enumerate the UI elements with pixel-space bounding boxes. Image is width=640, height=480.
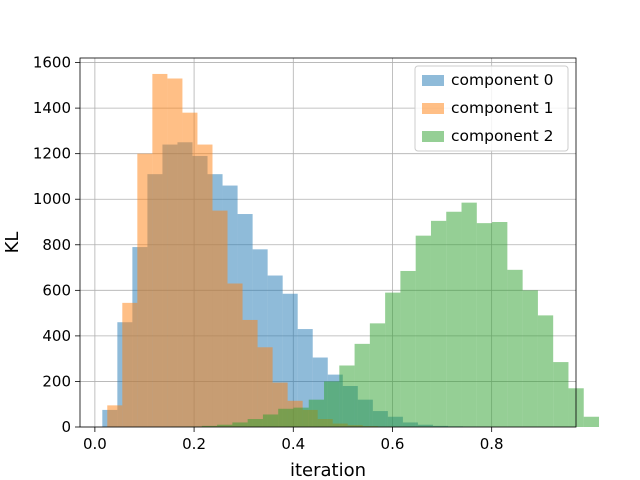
histogram-bar: [354, 343, 370, 427]
histogram-bar: [227, 283, 243, 427]
y-tick-label: 400: [42, 327, 71, 345]
histogram-bar: [232, 422, 248, 427]
histogram-bar: [461, 202, 477, 427]
legend-swatch: [422, 103, 444, 114]
histogram-bar: [137, 153, 153, 427]
histogram-bar: [262, 414, 279, 427]
y-tick-label: 1000: [33, 190, 71, 208]
x-tick-label: 0.6: [381, 435, 405, 453]
legend-swatch: [422, 131, 444, 142]
histogram-bar: [415, 235, 431, 427]
histogram-bars: [102, 73, 600, 428]
legend-box: [414, 65, 569, 152]
y-axis-label: KL: [2, 232, 23, 254]
y-tick-label: 1400: [33, 99, 71, 117]
y-tick-label: 1200: [33, 145, 71, 163]
histogram-bar: [537, 315, 554, 427]
y-tick-label: 800: [42, 236, 71, 254]
series-2-bars: [171, 202, 600, 427]
histogram-bar: [476, 223, 493, 427]
histogram-bar: [507, 269, 523, 427]
histogram-bar: [492, 222, 508, 427]
y-tick-label: 600: [42, 281, 71, 299]
y-tick-label: 1600: [33, 54, 71, 72]
legend-swatch: [422, 75, 444, 86]
histogram-bar: [201, 425, 218, 427]
x-axis-label: iteration: [290, 460, 366, 480]
histogram-bar: [278, 408, 294, 427]
histogram-bar: [553, 362, 569, 427]
legend-label: component 0: [451, 71, 553, 89]
y-tick-label: 0: [61, 418, 71, 436]
legend: component 0 component 1 component 2: [414, 65, 569, 152]
histogram-bar: [446, 211, 462, 427]
histogram-bar: [152, 73, 168, 427]
x-tick-label: 0.4: [281, 435, 305, 453]
histogram-bar: [293, 407, 309, 427]
legend-label: component 2: [451, 127, 553, 145]
histogram-bar: [400, 270, 416, 427]
histogram-bar: [212, 210, 228, 427]
histogram-bar: [197, 144, 213, 428]
histogram-bar: [167, 78, 183, 427]
histogram-bar: [339, 365, 355, 427]
x-tick-label: 0.8: [480, 435, 504, 453]
series-1-bars: [107, 73, 408, 428]
histogram-bar: [583, 416, 600, 427]
histogram-bar: [308, 399, 325, 427]
histogram-bar: [217, 424, 233, 427]
histogram-bar: [122, 302, 138, 427]
histogram-bar: [369, 323, 386, 427]
histogram-bar: [522, 290, 538, 427]
y-tick-label: 200: [42, 372, 71, 390]
x-tick-label: 0.2: [182, 435, 206, 453]
histogram-bar: [182, 112, 198, 428]
x-tick-label: 0.0: [83, 435, 107, 453]
histogram-bar: [242, 319, 258, 427]
histogram-bar: [385, 292, 401, 427]
axis-ticks: 0.0 0.2 0.4 0.6 0.8 0 200 400 600 800 1000 1200 1400…: [33, 54, 504, 453]
plot-frame: [79, 57, 577, 428]
histogram-bar: [257, 347, 273, 427]
histogram-bar: [430, 220, 447, 427]
histogram-bar: [247, 419, 263, 427]
legend-label: component 1: [451, 99, 553, 117]
histogram-bar: [107, 405, 123, 427]
histogram-bar: [324, 381, 340, 427]
